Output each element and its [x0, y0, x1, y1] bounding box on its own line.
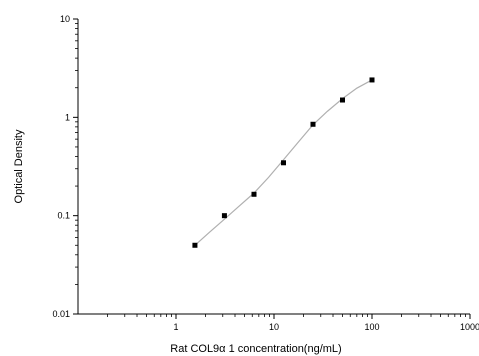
x-tick-label: 10: [269, 322, 279, 332]
y-tick-label: 0.1: [57, 211, 70, 221]
x-axis-title: Rat COL9α 1 concentration(ng/mL): [170, 343, 341, 355]
data-point: [339, 97, 345, 103]
y-tick-label: 10: [60, 14, 70, 24]
x-tick-label: 1000: [460, 322, 479, 332]
y-tick-label: 0.01: [52, 309, 70, 319]
x-tick-label: 1: [173, 322, 178, 332]
axes: 1 10 100 1000 0.01 0.1 1 10: [52, 14, 479, 332]
data-point: [221, 213, 227, 219]
x-tick-label: 100: [364, 322, 379, 332]
data-point: [251, 191, 257, 197]
y-tick-label: 1: [65, 112, 70, 122]
data-point: [192, 242, 198, 248]
y-axis-title: Optical Density: [13, 129, 25, 203]
data-points: [192, 77, 375, 248]
data-point: [280, 160, 286, 166]
data-point: [369, 77, 375, 83]
data-point: [310, 121, 316, 127]
